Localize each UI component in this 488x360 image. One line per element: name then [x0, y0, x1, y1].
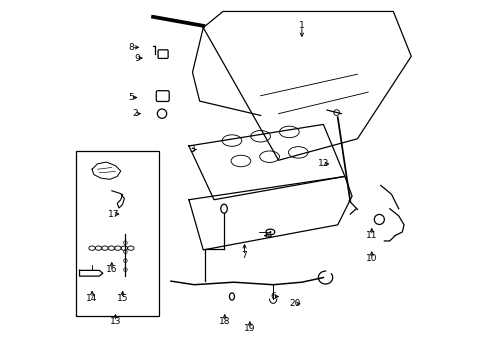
Text: 11: 11: [366, 231, 377, 240]
Text: 4: 4: [266, 231, 272, 240]
Text: 5: 5: [128, 93, 134, 102]
Text: 16: 16: [106, 265, 117, 274]
Text: 9: 9: [134, 54, 140, 63]
Text: 8: 8: [128, 43, 134, 52]
Text: 12: 12: [317, 159, 328, 168]
Text: 3: 3: [189, 145, 195, 154]
Text: 7: 7: [241, 251, 247, 260]
Text: 14: 14: [86, 294, 98, 303]
Text: 17: 17: [108, 210, 119, 219]
Text: 10: 10: [366, 255, 377, 264]
Text: 6: 6: [270, 292, 276, 301]
Text: 18: 18: [219, 317, 230, 326]
Text: 1: 1: [298, 21, 304, 30]
Bar: [76, 151, 159, 316]
Text: 19: 19: [244, 324, 255, 333]
Text: 2: 2: [132, 109, 138, 118]
Text: 15: 15: [117, 294, 128, 303]
Text: 20: 20: [288, 299, 300, 308]
Text: 13: 13: [109, 317, 121, 326]
